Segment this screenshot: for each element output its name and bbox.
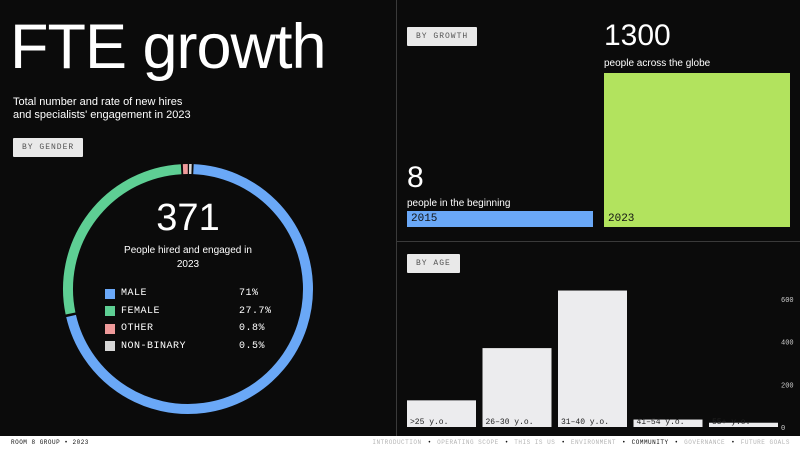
legend-item-female: FEMALE 27.7% bbox=[105, 303, 285, 321]
page-subtitle: Total number and rate of new hires and s… bbox=[13, 96, 233, 122]
growth-start-value: 8 bbox=[407, 161, 424, 194]
legend-label: FEMALE bbox=[121, 305, 161, 317]
y-tick-label: 200 bbox=[781, 382, 794, 390]
by-age-tag[interactable]: BY AGE bbox=[407, 254, 460, 273]
donut-slice-male bbox=[66, 164, 313, 414]
growth-year-2023: 2023 bbox=[608, 213, 635, 225]
nav-introduction[interactable]: INTRODUCTION bbox=[372, 439, 422, 446]
growth-end-value: 1300 bbox=[604, 19, 671, 52]
gender-legend: MALE 71% FEMALE 27.7% OTHER 0.8% NON-BIN… bbox=[105, 285, 285, 355]
legend-swatch-other bbox=[105, 323, 115, 334]
donut-center: 371 People hired and engaged in 2023 bbox=[100, 198, 276, 272]
y-tick-label: 600 bbox=[781, 297, 794, 305]
growth-bar-2015 bbox=[407, 211, 593, 227]
by-growth-tag[interactable]: BY GROWTH bbox=[407, 27, 478, 46]
growth-end-caption: people across the globe bbox=[604, 58, 711, 69]
nav-separator: • bbox=[622, 439, 626, 446]
age-bar bbox=[709, 422, 778, 427]
legend-swatch-non-binary bbox=[105, 341, 115, 352]
legend-value: 0.5% bbox=[239, 340, 266, 352]
nav-environment[interactable]: ENVIRONMENT bbox=[570, 439, 617, 446]
by-gender-tag[interactable]: BY GENDER bbox=[13, 138, 84, 157]
nav-separator: • bbox=[561, 439, 565, 446]
nav-governance[interactable]: GOVERNANCE bbox=[684, 439, 726, 446]
nav-community[interactable]: COMMUNITY bbox=[631, 439, 669, 446]
legend-label: OTHER bbox=[121, 323, 154, 335]
horizontal-divider bbox=[396, 241, 800, 242]
y-tick-label: 0 bbox=[781, 425, 785, 433]
growth-year-2015: 2015 bbox=[411, 213, 438, 225]
age-bar-label: 26–30 y.o. bbox=[486, 418, 534, 427]
nav-separator: • bbox=[427, 439, 432, 446]
legend-swatch-male bbox=[105, 288, 115, 299]
legend-item-non-binary: NON-BINARY 0.5% bbox=[105, 338, 285, 356]
age-bar-label: 31–40 y.o. bbox=[561, 418, 609, 427]
growth-bar-2023 bbox=[604, 73, 790, 227]
hired-label-line-2: 2023 bbox=[176, 259, 200, 270]
legend-value: 71% bbox=[239, 288, 259, 300]
nav-operating-scope[interactable]: OPERATING SCOPE bbox=[437, 439, 499, 446]
age-bar-label: 55+ y.o. bbox=[712, 418, 750, 427]
age-bar bbox=[482, 348, 552, 427]
legend-label: NON-BINARY bbox=[121, 340, 187, 352]
page-title: FTE growth bbox=[10, 12, 327, 82]
hired-total: 371 bbox=[156, 197, 220, 239]
nav-future-goals[interactable]: FUTURE GOALS bbox=[740, 439, 790, 446]
nav-this-is-us[interactable]: THIS IS US bbox=[514, 439, 556, 446]
age-bar-label: 41–54 y.o. bbox=[637, 418, 685, 427]
legend-item-other: OTHER 0.8% bbox=[105, 320, 285, 338]
footer-brand: ROOM 8 GROUP • 2023 bbox=[11, 439, 89, 446]
subtitle-line-1: Total number and rate of new hires bbox=[13, 96, 183, 108]
y-tick-label: 400 bbox=[781, 340, 794, 348]
subtitle-line-2: and specialists' engagement in 2023 bbox=[13, 109, 191, 121]
hired-label-line-1: People hired and engaged in bbox=[124, 245, 252, 256]
gender-donut-chart bbox=[63, 164, 313, 414]
age-bar bbox=[558, 290, 627, 427]
footer-nav: INTRODUCTION • OPERATING SCOPE • THIS IS U… bbox=[372, 439, 790, 446]
age-bar-label: >25 y.o. bbox=[410, 418, 448, 427]
legend-value: 27.7% bbox=[239, 305, 272, 317]
legend-label: MALE bbox=[121, 288, 148, 300]
nav-separator: • bbox=[504, 439, 509, 446]
age-bar bbox=[633, 419, 703, 427]
footer-bar: ROOM 8 GROUP • 2023 INTRODUCTION • OPERAT… bbox=[0, 436, 800, 450]
age-bar bbox=[407, 400, 476, 427]
hired-label: People hired and engaged in 2023 bbox=[100, 244, 276, 272]
growth-start-caption: people in the beginning bbox=[407, 198, 511, 209]
legend-value: 0.8% bbox=[239, 323, 266, 335]
vertical-divider bbox=[396, 0, 397, 436]
legend-swatch-female bbox=[105, 306, 115, 317]
donut-slice-female bbox=[63, 164, 182, 315]
age-bar-chart: >25 y.o. 26–30 y.o. 31–40 y.o. 41–54 y.o. 55… bbox=[407, 290, 794, 433]
nav-separator: • bbox=[731, 439, 735, 446]
nav-separator: • bbox=[674, 439, 679, 446]
legend-item-male: MALE 71% bbox=[105, 285, 285, 303]
